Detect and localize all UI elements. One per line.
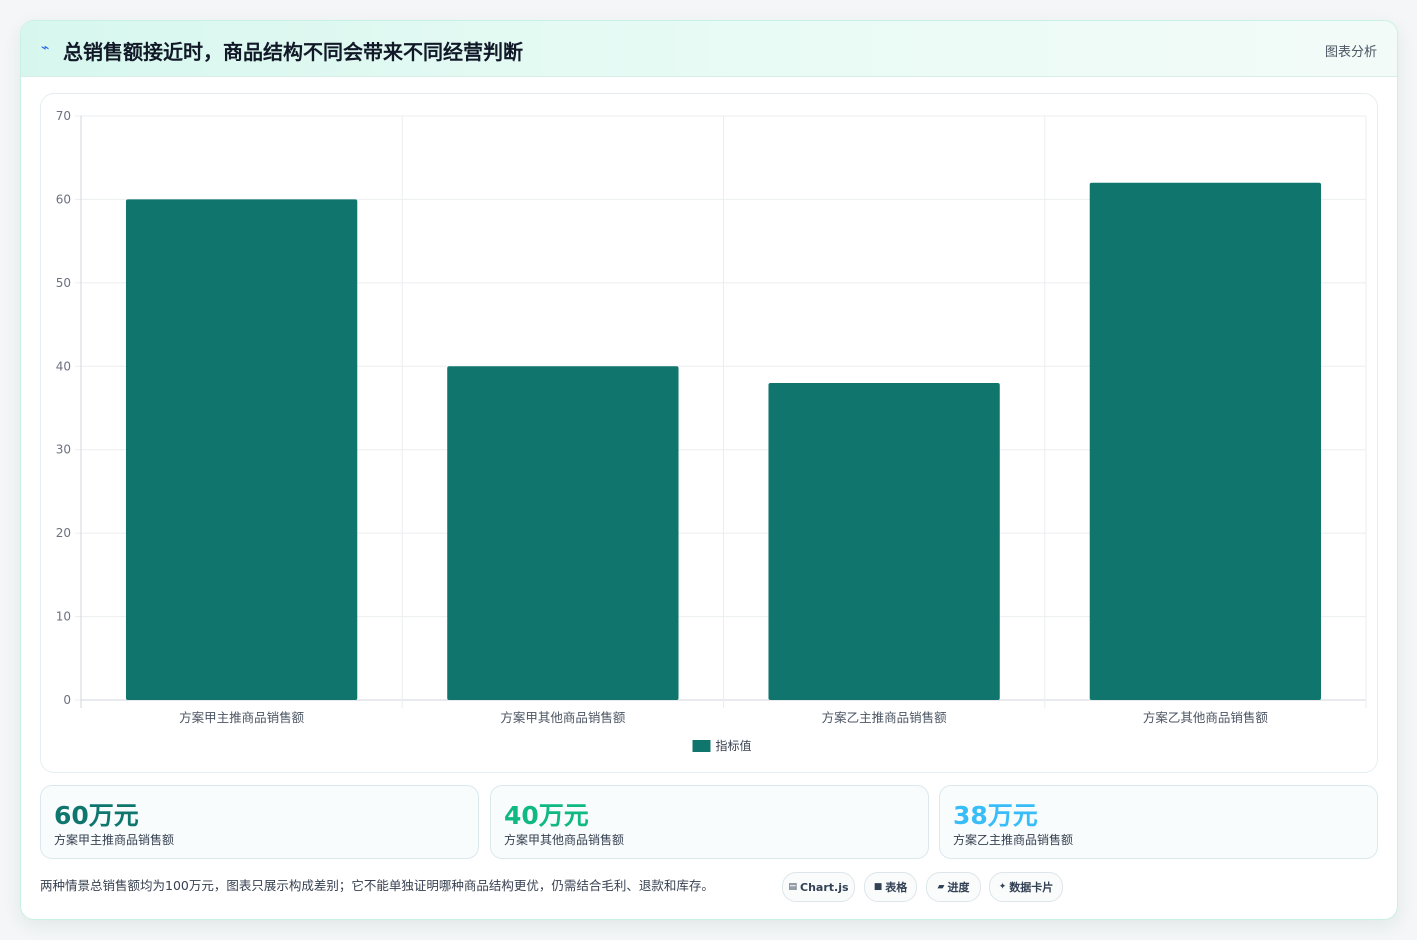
- y-tick-label: 60: [56, 192, 71, 206]
- progress-icon: ▰: [937, 882, 945, 892]
- y-tick-label: 20: [56, 526, 71, 540]
- kpi-card: 60万元 方案甲主推商品销售额: [40, 785, 479, 859]
- y-tick-label: 50: [56, 276, 71, 290]
- chip-data-card[interactable]: ✦ 数据卡片: [989, 872, 1063, 902]
- chart-analysis-tag: 图表分析: [1324, 45, 1377, 60]
- chip-progress[interactable]: ▰ 进度: [926, 872, 981, 902]
- y-tick-label: 10: [56, 610, 71, 624]
- kpi-value: 60万元: [54, 801, 139, 830]
- chart-icon: ▤: [788, 882, 797, 892]
- x-tick-label: 方案乙其他商品销售额: [1143, 710, 1269, 725]
- chip-label: 进度: [947, 881, 970, 894]
- kpi-card: 40万元 方案甲其他商品销售额: [490, 785, 929, 859]
- table-icon: ■: [873, 882, 883, 892]
- bar: [1089, 182, 1322, 700]
- card-header: ⌁ 总销售额接近时，商品结构不同会带来不同经营判断 图表分析: [21, 21, 1397, 77]
- kpi-card: 38万元 方案乙主推商品销售额: [939, 785, 1378, 859]
- y-tick-label: 0: [63, 693, 71, 707]
- legend-label: 指标值: [716, 738, 752, 753]
- bar: [447, 366, 679, 700]
- chip-label: 数据卡片: [1009, 881, 1054, 894]
- chart-area: 0 10 20 30 40 50 60 70 方案甲主推商品销售额 方案甲其他商品销售额 方案乙主推…: [40, 93, 1378, 773]
- x-tick-label: 方案乙主推商品销售额: [822, 710, 948, 725]
- chip-chartjs[interactable]: ▤ Chart.js: [782, 872, 855, 902]
- x-tick-label: 方案甲其他商品销售额: [500, 710, 626, 725]
- chart-title: 总销售额接近时，商品结构不同会带来不同经营判断: [63, 40, 523, 64]
- bar-chart: 0 10 20 30 40 50 60 70 方案甲主推商品销售额 方案甲其他商品销售额 方案乙主推…: [56, 109, 1367, 753]
- kpi-value: 40万元: [504, 801, 589, 830]
- y-tick-label: 30: [56, 443, 71, 457]
- chip-label: 表格: [885, 881, 908, 894]
- kpi-row: 60万元 方案甲主推商品销售额 40万元 方案甲其他商品销售额 38万元 方案乙…: [40, 785, 1378, 859]
- bar: [125, 199, 358, 700]
- x-tick-label: 方案甲主推商品销售额: [179, 710, 305, 725]
- chip-table[interactable]: ■ 表格: [864, 872, 917, 902]
- bar: [768, 382, 1000, 700]
- y-tick-label: 70: [56, 109, 71, 123]
- y-tick-label: 40: [56, 359, 71, 373]
- kpi-value: 38万元: [953, 801, 1038, 830]
- kpi-label: 方案甲主推商品销售额: [54, 833, 175, 847]
- bolt-icon: ⌁: [41, 40, 50, 56]
- footnote: 两种情景总销售额均为100万元，图表只展示构成差别；它不能单独证明哪种商品结构更…: [40, 878, 714, 893]
- kpi-label: 方案甲其他商品销售额: [504, 833, 625, 847]
- kpi-label: 方案乙主推商品销售额: [953, 833, 1074, 847]
- sparkle-icon: ✦: [998, 882, 1007, 892]
- chart-card: ⌁ 总销售额接近时，商品结构不同会带来不同经营判断 图表分析 0 10 20 30 40…: [20, 20, 1398, 920]
- chip-label: Chart.js: [800, 880, 849, 894]
- legend-swatch: [692, 740, 711, 752]
